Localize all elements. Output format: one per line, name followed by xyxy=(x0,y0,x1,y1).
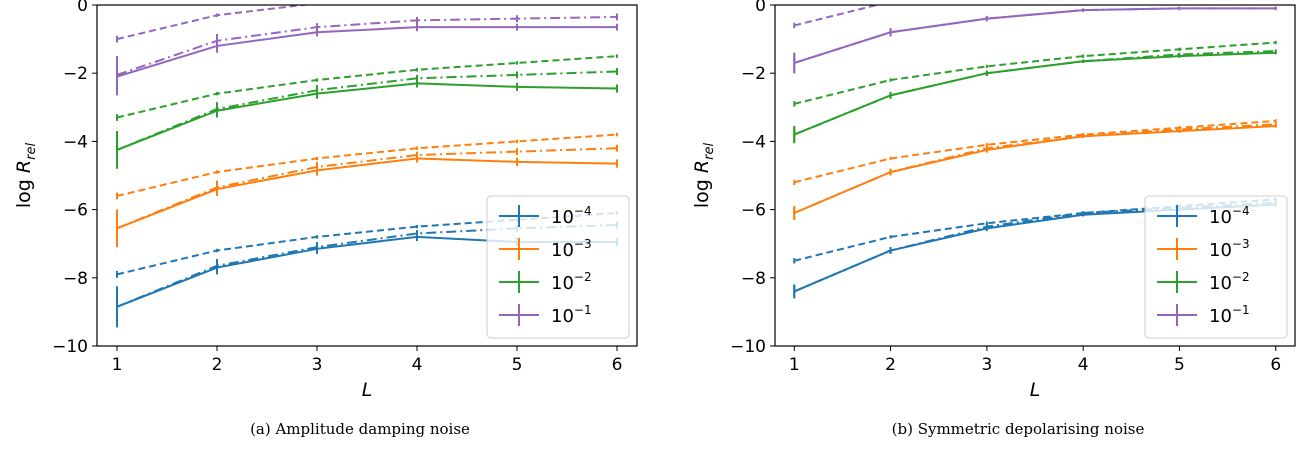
y-axis-label: log Rrel xyxy=(691,143,717,209)
legend-label: 10−4 xyxy=(551,204,592,228)
x-axis-label: L xyxy=(1030,379,1041,401)
series-line-solid-10e-1 xyxy=(116,26,617,78)
y-tick-label: −10 xyxy=(730,337,766,357)
legend-box xyxy=(486,195,630,339)
axes-frame xyxy=(96,4,638,347)
y-tick-label: 0 xyxy=(77,0,88,16)
y-tick-label: −8 xyxy=(63,269,88,289)
legend-label: 10−2 xyxy=(551,270,592,294)
series-line-dashdot-10e-4 xyxy=(793,201,1276,293)
y-tick-label: −2 xyxy=(741,64,766,84)
series-line-dashed-10e-4 xyxy=(794,198,1276,262)
series-line-dashdot-10e-3 xyxy=(116,147,618,230)
series-line-solid-10e-2 xyxy=(116,82,618,151)
series-line-dashed-10e-1 xyxy=(116,5,312,41)
series-line-solid-10e-3 xyxy=(116,157,618,230)
x-tick-label: 5 xyxy=(512,355,523,375)
series-line-solid-10e-2 xyxy=(793,51,1276,136)
series-line-dashdot-10e-2 xyxy=(116,70,618,151)
legend-label: 10−1 xyxy=(1209,303,1250,327)
x-tick-label: 6 xyxy=(612,355,623,375)
y-tick-label: −2 xyxy=(63,64,88,84)
plot-area xyxy=(116,5,618,328)
legend-label: 10−3 xyxy=(551,237,592,261)
caption-b: (b) Symmetric depolarising noise xyxy=(891,420,1145,438)
legend-label: 10−3 xyxy=(1209,237,1250,261)
series-line-dashdot-10e-1 xyxy=(793,7,1276,64)
y-tick-label: −6 xyxy=(63,201,88,221)
series-line-dashed-10e-1 xyxy=(794,5,881,27)
x-tick-label: 1 xyxy=(112,355,123,375)
series-line-dashed-10e-3 xyxy=(116,133,618,197)
series-line-dashed-10e-3 xyxy=(794,119,1276,184)
legend-label: 10−1 xyxy=(551,303,592,327)
y-tick-label: 0 xyxy=(755,0,766,16)
x-tick-label: 5 xyxy=(1174,355,1185,375)
axes-frame xyxy=(774,4,1296,347)
legend: 10−4 10−3 10−2 10−1 xyxy=(486,195,630,339)
y-tick-label: −6 xyxy=(741,201,766,221)
x-tick-label: 3 xyxy=(981,355,992,375)
x-tick-label: 1 xyxy=(789,355,800,375)
legend: 10−4 10−3 10−2 10−1 xyxy=(1144,195,1288,339)
legend-label: 10−4 xyxy=(1209,204,1250,228)
series-line-dashed-10e-2 xyxy=(116,55,618,119)
caption-a: (a) Amplitude damping noise xyxy=(250,420,470,438)
x-tick-label: 6 xyxy=(1270,355,1281,375)
y-tick-label: −10 xyxy=(52,337,88,357)
x-tick-label: 4 xyxy=(412,355,423,375)
legend-box xyxy=(1144,195,1288,339)
y-tick-label: −4 xyxy=(63,132,88,152)
series-line-dashdot-10e-3 xyxy=(793,123,1276,214)
x-tick-label: 4 xyxy=(1078,355,1089,375)
x-tick-label: 3 xyxy=(312,355,323,375)
series-line-dashdot-10e-2 xyxy=(793,50,1276,136)
y-axis-label: log Rrel xyxy=(13,143,39,209)
x-tick-label: 2 xyxy=(212,355,223,375)
legend-label: 10−2 xyxy=(1209,270,1250,294)
x-axis-label: L xyxy=(362,379,373,401)
series-line-dashed-10e-2 xyxy=(794,41,1276,105)
y-tick-label: −8 xyxy=(741,269,766,289)
series-line-dashdot-10e-1 xyxy=(116,15,618,76)
x-tick-label: 2 xyxy=(885,355,896,375)
y-tick-label: −4 xyxy=(741,132,766,152)
